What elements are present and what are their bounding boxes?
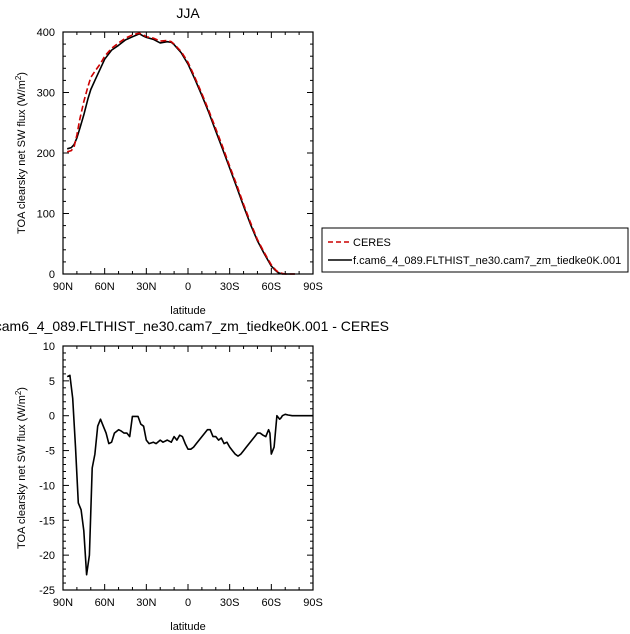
top-y-tick-label: 400 [37,27,55,39]
top-y-tick-label: 100 [37,209,55,221]
top-series-model [66,32,295,275]
bottom-y-tick-label: -15 [39,515,55,527]
top-y-tick-label: 0 [49,269,55,281]
bottom-y-tick-label: -10 [39,480,55,492]
bottom-x-tick-label: 30S [220,597,240,609]
bottom-x-tick-label: 30N [136,597,156,609]
top-x-tick-label: 90S [303,281,323,293]
top-x-tick-label: 0 [185,281,191,293]
top-y-tick-label: 200 [37,148,55,160]
top-x-axis-label: latitude [170,305,205,317]
top-series-ceres [66,32,295,275]
top-x-tick-label: 60N [95,281,115,293]
top-x-tick-label: 60S [262,281,282,293]
top-y-tick-label: 300 [37,88,55,100]
bottom-y-tick-label: 0 [49,411,55,423]
bottom-y-tick-label: 10 [43,341,55,353]
bottom-y-axis-label: TOA clearsky net SW flux (W/m2) [14,387,29,549]
legend-label-ceres: CERES [353,237,391,249]
bottom-x-axis-label: latitude [170,621,205,633]
bottom-panel: f.cam6_4_089.FLTHIST_ne30.cam7_zm_tiedke… [0,318,389,633]
bottom-x-tick-label: 0 [185,597,191,609]
bottom-x-tick-label: 90S [303,597,323,609]
legend-label-model: f.cam6_4_089.FLTHIST_ne30.cam7_zm_tiedke… [353,255,621,267]
top-y-axis-label: TOA clearsky net SW flux (W/m2) [14,72,29,234]
bottom-y-tick-label: 5 [49,376,55,388]
bottom-x-tick-label: 60S [262,597,282,609]
bottom-series-model [66,374,313,576]
bottom-plot-frame [62,345,314,591]
top-panel: JJA 90N 60N 30N 0 30S 60S 90S 0 100 200 300 400 lat… [14,5,629,317]
legend: CERES f.cam6_4_089.FLTHIST_ne30.cam7_zm_… [321,227,629,273]
bottom-y-tick-label: -20 [39,550,55,562]
top-x-tick-label: 30N [136,281,156,293]
bottom-x-tick-label: 90N [53,597,73,609]
top-chart-title: JJA [176,5,200,21]
legend-box [321,227,629,273]
top-x-tick-label: 90N [53,281,73,293]
bottom-y-tick-label: -25 [39,585,55,597]
top-x-tick-label: 30S [220,281,240,293]
bottom-y-tick-label: -5 [45,446,55,458]
bottom-chart-title: f.cam6_4_089.FLTHIST_ne30.cam7_zm_tiedke… [0,318,389,334]
bottom-x-tick-label: 60N [95,597,115,609]
